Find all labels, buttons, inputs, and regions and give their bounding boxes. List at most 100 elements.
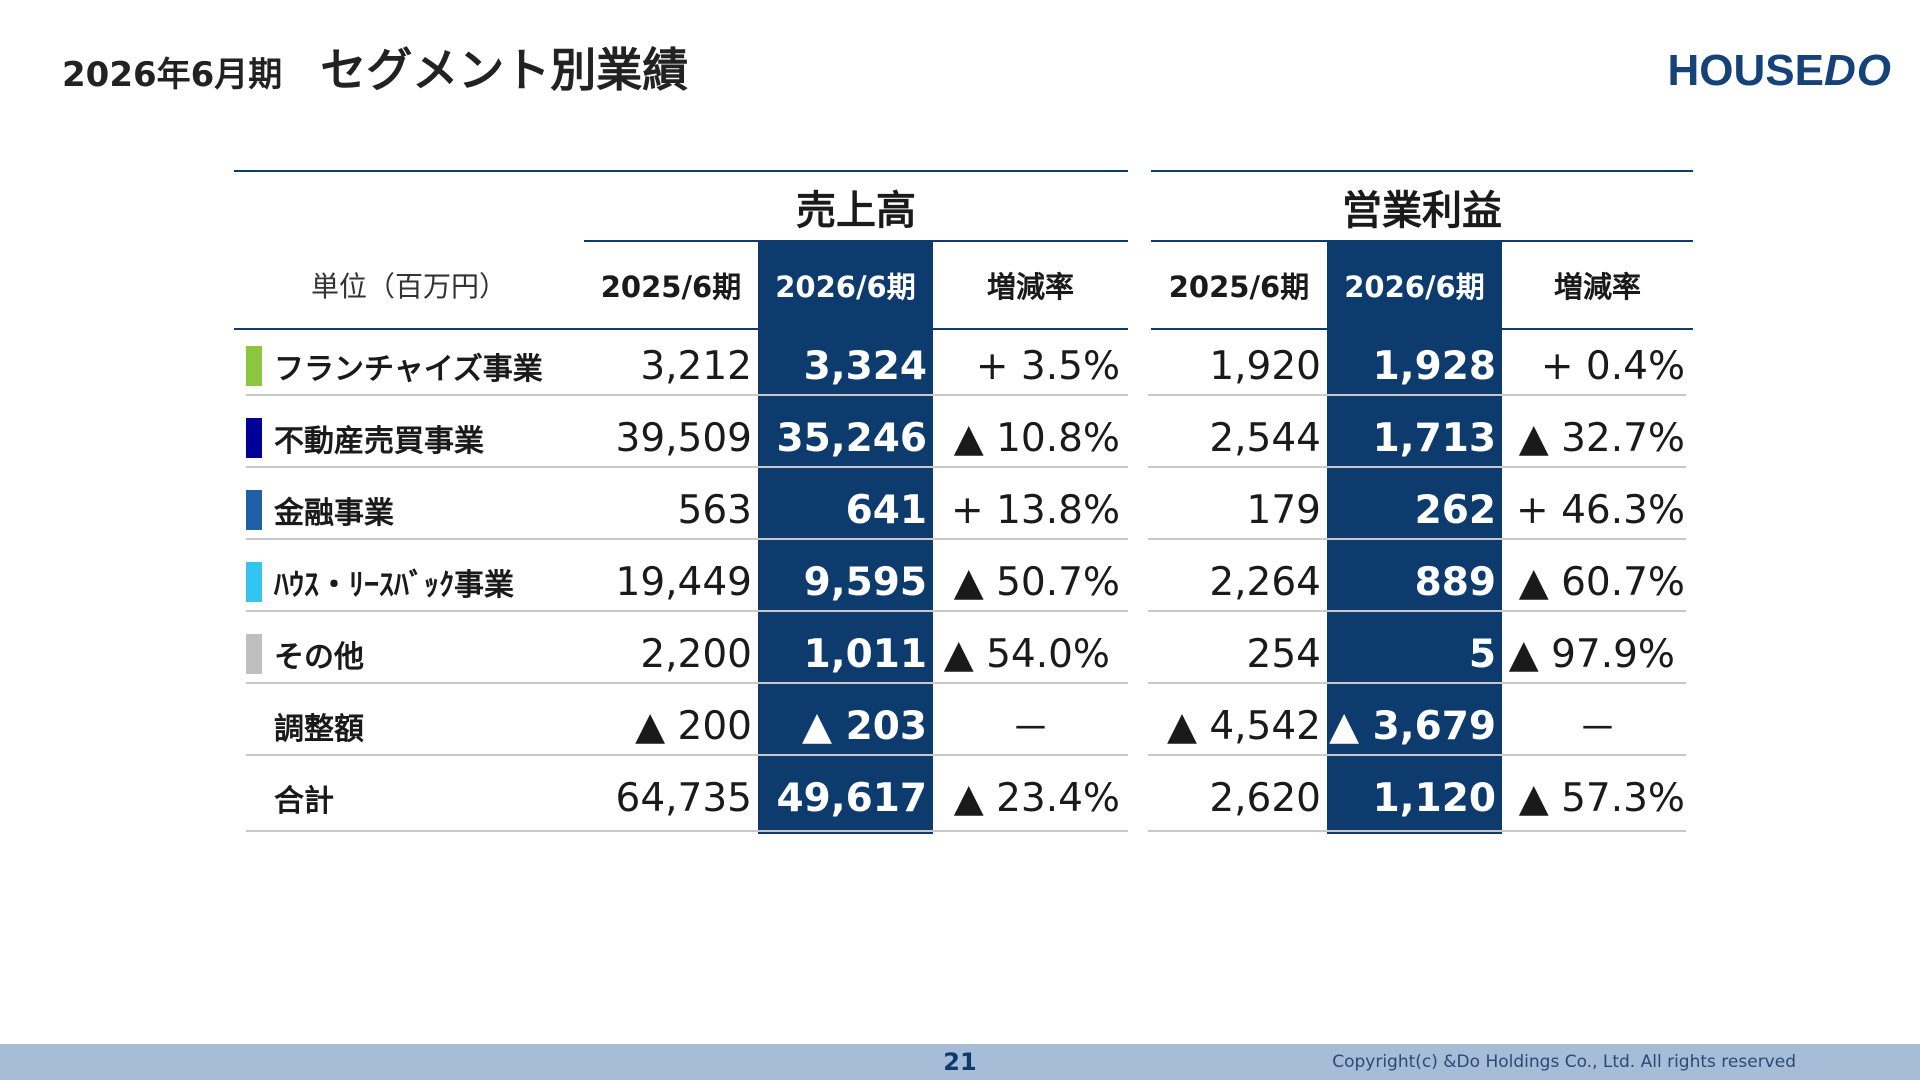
sales-prev-value: 19,449 bbox=[615, 559, 752, 605]
sales-prev-value: 39,509 bbox=[615, 415, 752, 461]
row-divider bbox=[246, 538, 1128, 540]
op-prev-value: 2,544 bbox=[1209, 415, 1321, 461]
sales-curr-header: 2026/6期 bbox=[758, 242, 933, 328]
sales-group-header: 売上高 bbox=[796, 188, 916, 234]
slide-header: 2026年6月期 セグメント別業績 bbox=[62, 34, 688, 100]
segment-label-adjustment: 調整額 bbox=[246, 690, 584, 762]
segment-name: その他 bbox=[274, 640, 364, 675]
segment-label-total: 合計 bbox=[246, 762, 584, 834]
sales-prev-value: 2,200 bbox=[640, 631, 752, 677]
segment-name: ﾊｳｽ・ﾘｰｽﾊﾞｯｸ事業 bbox=[274, 568, 514, 603]
segment-name: 不動産売買事業 bbox=[274, 424, 484, 459]
op-curr-value: ▲ 3,679 bbox=[1327, 690, 1502, 762]
sales-prev-header: 2025/6期 bbox=[600, 270, 742, 304]
sales-rate-value: － bbox=[1010, 707, 1050, 752]
op-curr-header: 2026/6期 bbox=[1327, 242, 1502, 328]
fiscal-period: 2026年6月期 bbox=[62, 55, 283, 95]
op-rate-value: － bbox=[1577, 707, 1617, 752]
op-rate-value: ▲ 60.7% bbox=[1518, 559, 1685, 605]
row-divider bbox=[246, 754, 1128, 756]
sales-rate-value: ▲ 54.0% bbox=[943, 631, 1110, 677]
sales-prev-value: 3,212 bbox=[640, 343, 752, 389]
segment-name: フランチャイズ事業 bbox=[274, 352, 543, 387]
op-rate-value: ▲ 97.9% bbox=[1508, 631, 1675, 677]
segment-color-marker bbox=[246, 634, 262, 674]
row-divider bbox=[246, 830, 1128, 832]
row-divider bbox=[246, 682, 1128, 684]
op-prev-value: ▲ 4,542 bbox=[1166, 703, 1321, 749]
segment-label-finance: 金融事業 bbox=[246, 474, 584, 546]
sales-curr-value: 3,324 bbox=[758, 330, 933, 402]
page-number: 21 bbox=[943, 1048, 977, 1076]
sales-group-underline bbox=[584, 240, 1128, 242]
sales-curr-value: 9,595 bbox=[758, 546, 933, 618]
sales-rate-value: ▲ 10.8% bbox=[953, 415, 1120, 461]
segment-color-marker bbox=[246, 490, 262, 530]
row-divider bbox=[1148, 538, 1686, 540]
op-rate-value: + 46.3% bbox=[1516, 487, 1685, 533]
segment-label-leaseback: ﾊｳｽ・ﾘｰｽﾊﾞｯｸ事業 bbox=[246, 546, 584, 618]
op-rate-value: ▲ 57.3% bbox=[1518, 775, 1685, 821]
row-divider bbox=[246, 466, 1128, 468]
op-curr-value: 1,713 bbox=[1327, 402, 1502, 474]
unit-label: 単位（百万円） bbox=[310, 270, 507, 303]
logo-house-text: HOUSE bbox=[1667, 46, 1824, 95]
header-bottom-rule-op bbox=[1151, 328, 1693, 330]
op-group-underline bbox=[1151, 240, 1693, 242]
segment-color-marker bbox=[246, 418, 262, 458]
segment-color-marker bbox=[246, 346, 262, 386]
copyright-text: Copyright(c) &Do Holdings Co., Ltd. All … bbox=[1332, 1052, 1796, 1072]
row-divider bbox=[1148, 754, 1686, 756]
op-prev-value: 2,264 bbox=[1209, 559, 1321, 605]
sales-curr-value: 641 bbox=[758, 474, 933, 546]
row-divider bbox=[246, 610, 1128, 612]
logo-do-text: DO bbox=[1824, 46, 1892, 95]
op-curr-value: 889 bbox=[1327, 546, 1502, 618]
sales-prev-value: 563 bbox=[677, 487, 752, 533]
company-logo: HOUSEDO bbox=[1668, 46, 1892, 96]
page-title: セグメント別業績 bbox=[320, 43, 689, 97]
op-curr-value: 1,928 bbox=[1327, 330, 1502, 402]
sales-prev-value: ▲ 200 bbox=[635, 703, 752, 749]
op-prev-value: 254 bbox=[1246, 631, 1321, 677]
sales-group-top-rule bbox=[234, 170, 1128, 172]
sales-rate-value: + 13.8% bbox=[951, 487, 1120, 533]
segment-name: 金融事業 bbox=[274, 496, 394, 531]
op-curr-value: 5 bbox=[1327, 618, 1502, 690]
op-prev-value: 179 bbox=[1246, 487, 1321, 533]
sales-rate-value: ▲ 23.4% bbox=[953, 775, 1120, 821]
row-divider bbox=[1148, 830, 1686, 832]
op-curr-value: 262 bbox=[1327, 474, 1502, 546]
op-prev-value: 2,620 bbox=[1209, 775, 1321, 821]
sales-curr-value: 1,011 bbox=[758, 618, 933, 690]
sales-curr-value: 49,617 bbox=[758, 762, 933, 834]
sales-rate-value: ▲ 50.7% bbox=[953, 559, 1120, 605]
op-prev-value: 1,920 bbox=[1209, 343, 1321, 389]
row-divider bbox=[1148, 466, 1686, 468]
op-curr-value: 1,120 bbox=[1327, 762, 1502, 834]
row-divider bbox=[1148, 394, 1686, 396]
sales-rate-value: + 3.5% bbox=[975, 343, 1120, 389]
row-divider bbox=[1148, 682, 1686, 684]
op-prev-header: 2025/6期 bbox=[1168, 270, 1310, 304]
op-income-group-header: 営業利益 bbox=[1342, 188, 1502, 234]
op-group-top-rule bbox=[1151, 170, 1693, 172]
segment-label-other: その他 bbox=[246, 618, 584, 690]
sales-prev-value: 64,735 bbox=[615, 775, 752, 821]
segment-color-marker bbox=[246, 562, 262, 602]
sales-rate-header: 増減率 bbox=[986, 270, 1074, 304]
sales-curr-value: ▲ 203 bbox=[758, 690, 933, 762]
op-rate-header: 増減率 bbox=[1553, 270, 1641, 304]
header-bottom-rule-sales bbox=[234, 328, 1128, 330]
op-rate-value: ▲ 32.7% bbox=[1518, 415, 1685, 461]
segment-name: 調整額 bbox=[274, 712, 364, 747]
row-divider bbox=[246, 394, 1128, 396]
op-rate-value: + 0.4% bbox=[1540, 343, 1685, 389]
segment-label-franchise: フランチャイズ事業 bbox=[246, 330, 584, 402]
segment-name: 合計 bbox=[274, 784, 334, 819]
row-divider bbox=[1148, 610, 1686, 612]
sales-curr-value: 35,246 bbox=[758, 402, 933, 474]
footer-bar: 21 Copyright(c) &Do Holdings Co., Ltd. A… bbox=[0, 1044, 1920, 1080]
segment-label-real-estate: 不動産売買事業 bbox=[246, 402, 584, 474]
